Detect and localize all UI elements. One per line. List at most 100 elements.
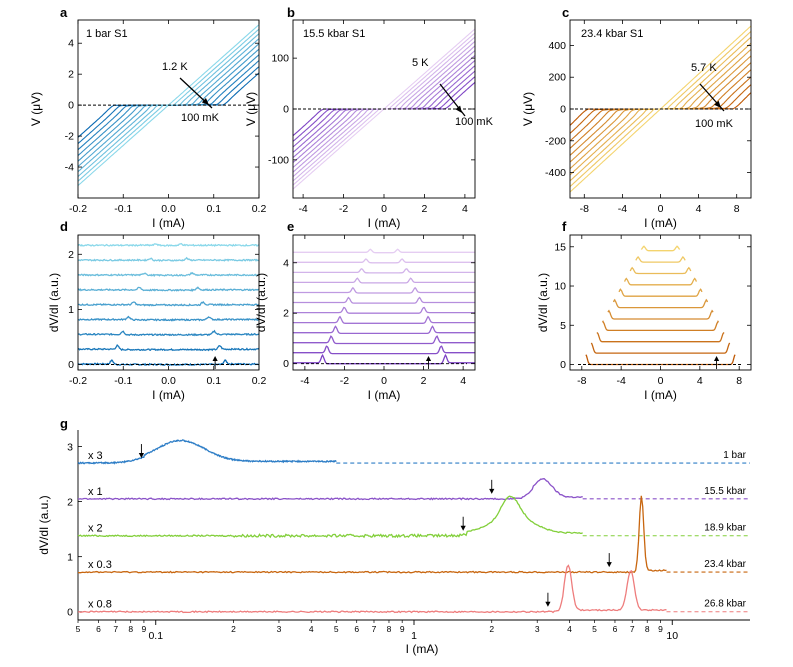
series-scale-label: x 2 (88, 523, 103, 535)
panel-f-traces (585, 245, 736, 366)
g-xtick-minor-label: 2 (231, 624, 236, 634)
2-xtick-label: 4 (696, 203, 702, 215)
panel-e-traces (293, 248, 475, 365)
series-line (77, 564, 667, 614)
4-xtick-label: -2 (340, 375, 349, 387)
4-xtick-label: 4 (460, 375, 466, 387)
series-pressure-label: 26.8 kbar (704, 599, 746, 610)
3-ytick-label: 1 (68, 304, 74, 316)
onset-arrow-head (460, 525, 466, 531)
3-xtick-label: 0.0 (161, 375, 176, 387)
0-ytick-label: 4 (68, 38, 74, 50)
series-15.5-kbar: x 1 15.5 kbar (77, 478, 750, 501)
g-xtick-minor-label: 7 (630, 624, 635, 634)
didv-trace (78, 329, 259, 337)
critical-current-arrow-head (425, 356, 432, 361)
didv-trace (293, 277, 475, 284)
g-ytick-label: 0 (67, 607, 73, 619)
didv-trace (293, 286, 475, 294)
g-xtick-minor-label: 4 (309, 624, 314, 634)
3-x-axis-label: I (mA) (152, 388, 185, 402)
series-26.8-kbar: x 0.8 26.8 kbar (77, 564, 750, 614)
5-xtick-label: 8 (736, 375, 742, 387)
didv-trace (293, 335, 475, 345)
4-ytick-label: 2 (283, 308, 289, 320)
didv-trace (607, 309, 714, 320)
4-ytick-label: 0 (283, 358, 289, 370)
series-1-bar: x 3 1 bar (77, 439, 750, 465)
panel-b: -4 -2 0 2 4 -100 0 100 15.5 kbar S1 5 K 100 mK I (m… (244, 19, 494, 230)
5-ytick-label: 15 (554, 241, 566, 253)
didv-trace (590, 342, 731, 354)
g-xtick-major-label: 1 (411, 630, 417, 642)
1-xtick-label: 2 (422, 203, 428, 215)
didv-trace (293, 268, 475, 274)
annotation-high-temp: 1.2 K (162, 61, 188, 73)
onset-arrow-head (606, 562, 612, 568)
series-18.9-kbar: x 2 18.9 kbar (77, 495, 750, 539)
g-y-axis-label: dV/dI (a.u.) (37, 495, 51, 554)
temperature-arrow-head (714, 100, 721, 108)
g-xtick-major-label: 10 (666, 630, 678, 642)
didv-trace (78, 256, 259, 262)
critical-current-arrow-head (713, 356, 720, 361)
panel-a-title: 1 bar S1 (86, 28, 128, 40)
g-ytick-label: 1 (67, 552, 73, 564)
temperature-arrow-head (455, 105, 462, 113)
g-xtick-major-label: 0.1 (148, 630, 163, 642)
panel-d: -0.2 -0.1 0.0 0.1 0.2 0 1 2 I (mA) dV/dI (a.u.) (47, 234, 266, 402)
2-ytick-label: 0 (560, 104, 566, 116)
0-x-axis-label: I (mA) (152, 216, 185, 230)
3-xtick-label: -0.1 (114, 375, 132, 387)
series-pressure-label: 1 bar (723, 450, 746, 461)
didv-trace (635, 256, 686, 263)
2-xtick-label: 8 (734, 203, 740, 215)
panel-c: -8 -4 0 4 8 -400 -200 0 200 400 23.4 kbar S1 5.7 K 1… (521, 19, 752, 230)
onset-arrow-head (545, 601, 551, 607)
1-xtick-label: -4 (298, 203, 307, 215)
didv-trace (293, 296, 475, 304)
3-xtick-label: 0.1 (206, 375, 221, 387)
series-pressure-label: 15.5 kbar (704, 486, 746, 497)
1-ytick-label: 100 (271, 53, 289, 65)
didv-trace (618, 288, 703, 297)
2-ytick-label: 200 (548, 72, 566, 84)
3-xtick-label: -0.2 (69, 375, 87, 387)
series-line (77, 478, 583, 501)
1-y-axis-label: V (μV) (244, 92, 258, 126)
3-y-axis-label: dV/dI (a.u.) (47, 273, 61, 332)
series-pressure-label: 23.4 kbar (704, 559, 746, 570)
temperature-arrow-head (201, 98, 209, 105)
g-ytick-label: 2 (67, 497, 73, 509)
0-ytick-label: 2 (68, 69, 74, 81)
g-xtick-minor-label: 6 (613, 624, 618, 634)
5-xtick-label: -8 (577, 375, 586, 387)
g-xtick-minor-label: 2 (489, 624, 494, 634)
didv-trace (624, 277, 697, 286)
g-xtick-minor-label: 5 (592, 624, 597, 634)
4-xtick-label: 2 (421, 375, 427, 387)
panel-f-frame (569, 234, 752, 371)
0-y-axis-label: V (μV) (29, 92, 43, 126)
didv-trace (78, 300, 259, 307)
panel-letter-f: f (562, 219, 567, 234)
4-y-axis-label: dV/dI (a.u.) (254, 273, 268, 332)
didv-trace (585, 354, 736, 366)
g-ytick-label: 3 (67, 442, 73, 454)
series-line (77, 439, 337, 465)
panel-letter-c: c (562, 5, 569, 20)
didv-trace (612, 298, 709, 309)
g-xtick-minor-label: 8 (387, 624, 392, 634)
g-xtick-minor-label: 3 (277, 624, 282, 634)
didv-trace (293, 315, 475, 324)
2-x-axis-label: I (mA) (644, 216, 677, 230)
0-xtick-label: 0.2 (252, 203, 267, 215)
g-xtick-minor-label: 8 (128, 624, 133, 634)
panel-e: -4 -2 0 2 4 0 2 4 I (mA) dV/dI (a.u.) (254, 234, 476, 402)
didv-trace (78, 242, 259, 247)
didv-trace (293, 248, 475, 254)
didv-trace (78, 344, 259, 352)
4-ytick-label: 4 (283, 257, 289, 269)
2-xtick-label: 0 (658, 203, 664, 215)
series-scale-label: x 0.8 (88, 599, 112, 611)
